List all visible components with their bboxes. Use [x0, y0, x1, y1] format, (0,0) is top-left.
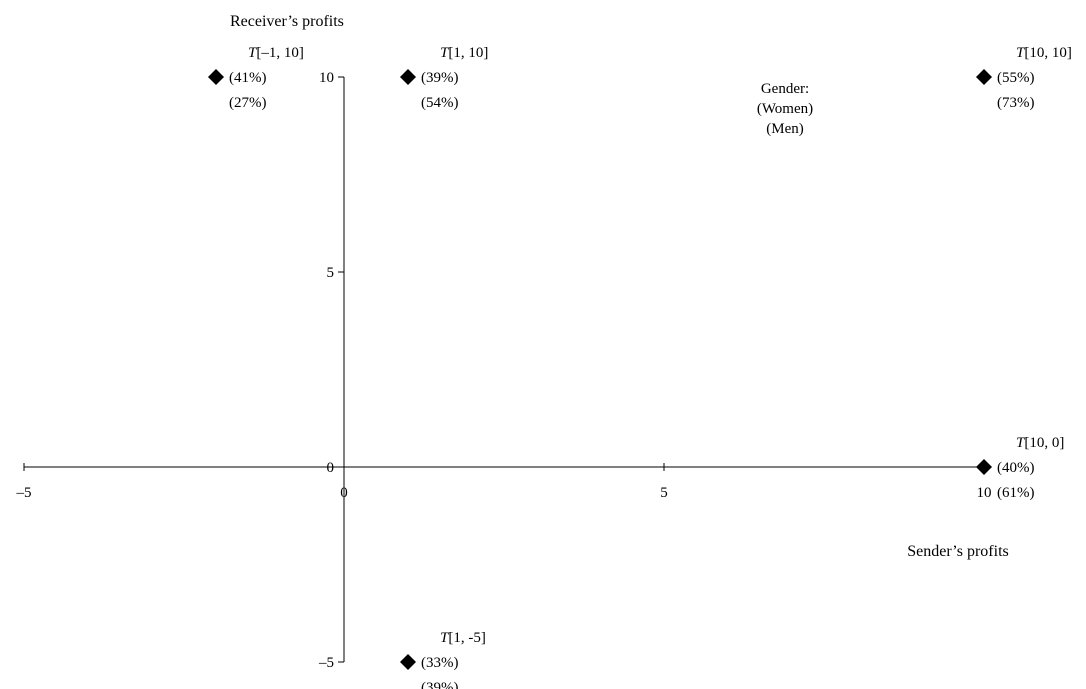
treatment-label: T[10, 10]: [1016, 45, 1072, 61]
men-share-label: (27%): [229, 95, 267, 111]
x-tick-label: 10: [977, 485, 992, 501]
data-point-t-10-0: T[10, 0] (40%) (61%): [976, 435, 1064, 501]
men-share-label: (54%): [421, 95, 459, 111]
legend-entry-men: (Men): [766, 121, 804, 137]
data-point-t-1-10: T[1, 10] (39%) (54%): [400, 45, 488, 111]
women-share-label: (41%): [229, 70, 267, 86]
x-tick-label: 0: [340, 485, 348, 501]
diamond-marker: [976, 69, 992, 85]
axes: [24, 77, 988, 662]
y-tick-label: –5: [318, 655, 334, 671]
legend-title: Gender:: [761, 81, 809, 97]
women-share-label: (39%): [421, 70, 459, 86]
y-tick-label: 5: [327, 265, 335, 281]
women-share-label: (40%): [997, 460, 1035, 476]
diamond-marker: [976, 459, 992, 475]
data-point-t-neg1-10: T[–1, 10] (41%) (27%): [208, 45, 304, 111]
men-share-label: (61%): [997, 485, 1035, 501]
data-points: T[–1, 10](41%)(27%)T[1, 10](39%)(54%)T[1…: [208, 45, 1072, 689]
data-point-t-1-neg5: T[1, -5] (33%) (39%): [400, 630, 486, 689]
y-tick-label: 10: [319, 70, 334, 86]
diamond-marker: [400, 654, 416, 670]
data-point-t-10-10: T[10, 10] (55%) (73%): [976, 45, 1072, 111]
treatment-label: T[10, 0]: [1016, 435, 1064, 451]
diamond-marker: [208, 69, 224, 85]
x-tick-label: –5: [16, 485, 32, 501]
treatment-label: T[1, -5]: [440, 630, 486, 646]
women-share-label: (55%): [997, 70, 1035, 86]
treatment-label: T[–1, 10]: [248, 45, 304, 61]
diamond-marker: [400, 69, 416, 85]
y-tick-label: 0: [327, 460, 335, 476]
x-axis-title: Sender’s profits: [907, 543, 1008, 560]
legend-entry-women: (Women): [757, 101, 813, 117]
legend: Gender: (Women) (Men): [757, 81, 813, 137]
women-share-label: (33%): [421, 655, 459, 671]
ticks: –5 0 5 10 –5 0 5 10: [16, 70, 992, 671]
x-tick-label: 5: [660, 485, 668, 501]
men-share-label: (73%): [997, 95, 1035, 111]
men-share-label: (39%): [421, 680, 459, 689]
y-axis-title: Receiver’s profits: [230, 13, 344, 30]
treatment-label: T[1, 10]: [440, 45, 488, 61]
